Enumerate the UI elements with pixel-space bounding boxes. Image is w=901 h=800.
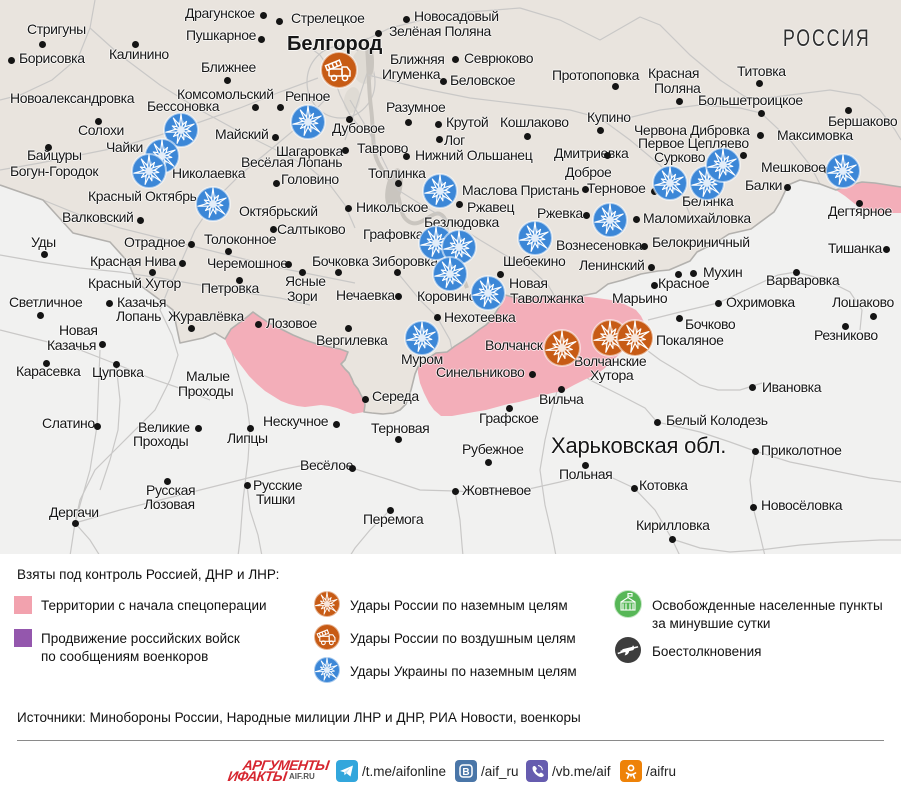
svg-text:B: B <box>462 767 469 778</box>
